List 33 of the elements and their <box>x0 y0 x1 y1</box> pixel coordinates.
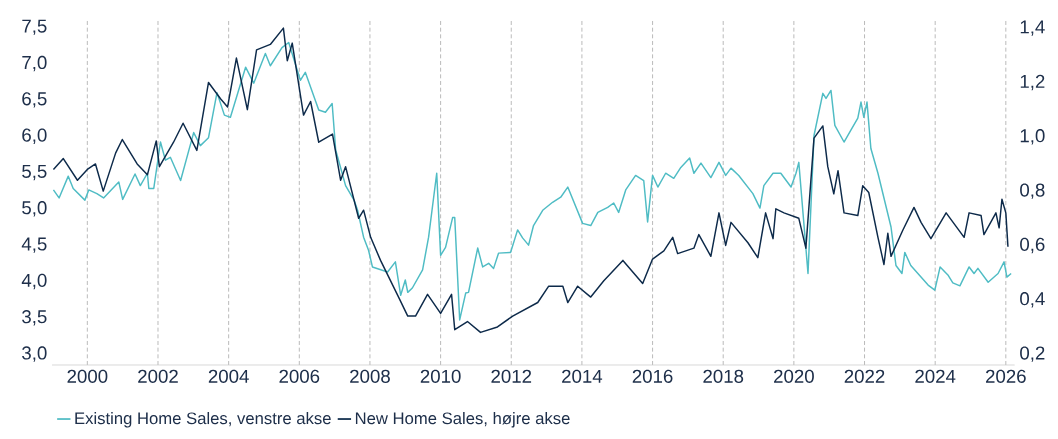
x-tick-label: 2010 <box>420 369 461 383</box>
y2-tick-label: 0,2 <box>1020 346 1045 362</box>
y-tick-label: 7,0 <box>22 55 47 72</box>
y-tick-label: 4,0 <box>21 273 47 290</box>
x-tick-label: 2014 <box>562 369 603 383</box>
y2-tick-label: 0,6 <box>1020 237 1045 254</box>
y2-tick-label: 1,2 <box>1020 74 1045 91</box>
x-tick-label: 2020 <box>774 369 814 383</box>
x-tick-label: 2004 <box>208 369 249 383</box>
x-tick-label: 2008 <box>350 369 390 383</box>
y-tick-label: 4,5 <box>21 237 47 253</box>
y-tick-label: 6,5 <box>22 92 47 108</box>
y-tick-label: 5,5 <box>22 164 47 181</box>
x-tick-label: 2012 <box>491 369 532 383</box>
x-tick-label: 2016 <box>632 369 673 383</box>
y2-tick-label: 0,4 <box>1020 292 1045 308</box>
y2-tick-label: 1,4 <box>1020 20 1045 36</box>
y-tick-label: 3,5 <box>22 310 47 326</box>
y-tick-label: 7,5 <box>22 19 47 35</box>
y2-tick-label: 0,8 <box>1020 183 1045 199</box>
y-tick-label: 6,0 <box>22 128 47 144</box>
x-tick-label: 2018 <box>703 369 744 383</box>
y-tick-label: 3,0 <box>22 346 47 362</box>
y-tick-label: 5,0 <box>22 201 47 217</box>
x-tick-label: 2024 <box>915 369 956 383</box>
x-tick-label: 2026 <box>986 369 1026 383</box>
x-tick-label: 2000 <box>67 369 108 383</box>
x-tick-label: 2022 <box>844 369 885 383</box>
y2-tick-label: 1,0 <box>1020 129 1045 145</box>
legend-label: Existing Home Sales, venstre akse <box>75 411 331 428</box>
legend-label: New Home Sales, højre akse <box>355 411 570 428</box>
x-tick-label: 2002 <box>138 369 178 383</box>
x-tick-label: 2006 <box>279 369 320 383</box>
